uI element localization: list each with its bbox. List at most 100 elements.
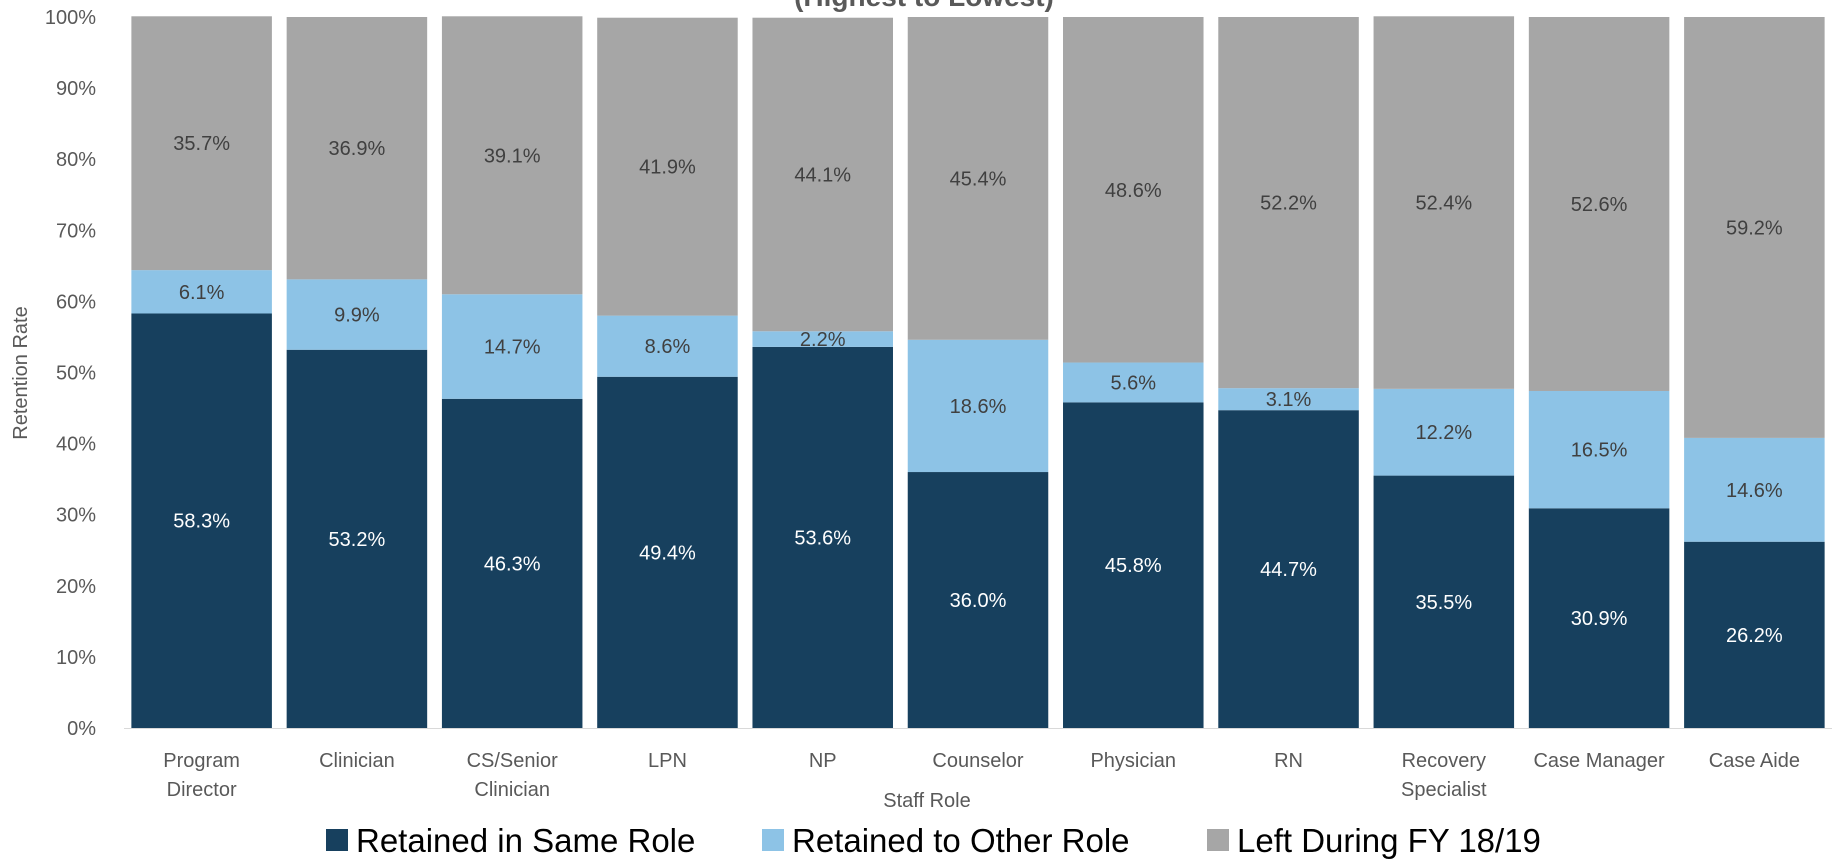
y-tick-label: 80% xyxy=(56,149,96,171)
data-label: 16.5% xyxy=(1571,440,1628,462)
bars: 58.3% 6.1% 35.7% 53.2% 9.9% 36.9% 46.3% 14.7% 39… xyxy=(124,16,1832,729)
bar-segment xyxy=(1063,402,1204,728)
bar-segment xyxy=(752,346,893,728)
x-tick-label: RN xyxy=(1274,750,1303,772)
bar-segment xyxy=(1218,410,1359,728)
bar-segment xyxy=(907,17,1049,340)
y-tick-label: 40% xyxy=(56,434,96,456)
data-label: 5.6% xyxy=(1110,372,1156,394)
bar-segment xyxy=(1528,17,1670,391)
bar-segment xyxy=(1684,541,1825,728)
x-tick-label: Program Director xyxy=(163,750,240,801)
x-tick-label: Clinician xyxy=(319,750,395,772)
bar-segment xyxy=(286,279,428,350)
legend: Retained in Same Role Retained to Other R… xyxy=(326,822,1541,859)
data-label: 14.7% xyxy=(484,337,541,359)
x-tick-label: Case Manager xyxy=(1533,750,1665,772)
data-label: 52.6% xyxy=(1571,194,1628,216)
bar-segment xyxy=(907,472,1049,728)
y-tick-label: 100% xyxy=(45,7,96,29)
bar-segment xyxy=(597,376,738,728)
data-label: 44.1% xyxy=(794,164,851,186)
data-label: 35.5% xyxy=(1415,592,1472,614)
legend-swatch xyxy=(1207,829,1229,851)
y-tick-label: 60% xyxy=(56,291,96,313)
bar-segment xyxy=(441,16,583,295)
bar-segment xyxy=(907,339,1049,473)
legend-label: Retained in Same Role xyxy=(356,822,695,859)
data-label: 59.2% xyxy=(1726,217,1783,239)
bar-segment xyxy=(597,17,738,316)
bar-segment xyxy=(1684,437,1825,542)
x-tick-label: CS/Senior Clinician xyxy=(467,750,558,801)
data-label: 3.1% xyxy=(1266,389,1312,411)
data-label: 36.9% xyxy=(329,138,386,160)
data-label: 30.9% xyxy=(1571,608,1628,630)
y-tick-label: 50% xyxy=(56,363,96,385)
data-label: 45.8% xyxy=(1105,555,1162,577)
data-label: 12.2% xyxy=(1415,422,1472,444)
bar-segment xyxy=(1528,390,1670,509)
data-label: 53.6% xyxy=(794,527,851,549)
x-axis-title: Staff Role xyxy=(883,790,970,812)
data-label: 26.2% xyxy=(1726,625,1783,647)
data-label: 2.2% xyxy=(800,329,846,351)
y-tick-label: 10% xyxy=(56,647,96,669)
bar-segment xyxy=(1218,388,1359,411)
bar-segment xyxy=(286,349,428,728)
data-label: 58.3% xyxy=(173,511,230,533)
bar-segment xyxy=(1218,17,1359,389)
bar-segment xyxy=(1373,475,1515,728)
bar-segment xyxy=(131,16,272,271)
data-label: 8.6% xyxy=(645,336,691,358)
x-tick-label: Case Aide xyxy=(1709,750,1800,772)
data-label: 6.1% xyxy=(179,282,225,304)
x-tick-label: Physician xyxy=(1090,750,1176,772)
data-label: 52.4% xyxy=(1415,193,1472,215)
data-label: 49.4% xyxy=(639,542,696,564)
data-label: 53.2% xyxy=(329,529,386,551)
data-label: 9.9% xyxy=(334,305,380,327)
y-tick-label: 90% xyxy=(56,78,96,100)
bar-segment xyxy=(131,270,272,314)
data-label: 36.0% xyxy=(950,590,1007,612)
bar-segment xyxy=(441,398,583,728)
y-tick-label: 70% xyxy=(56,220,96,242)
data-label: 45.4% xyxy=(950,168,1007,190)
data-label: 44.7% xyxy=(1260,559,1317,581)
data-label: 52.2% xyxy=(1260,193,1317,215)
legend-swatch xyxy=(762,829,784,851)
bar-segment xyxy=(1373,16,1515,389)
bar-segment xyxy=(441,294,583,399)
bar-segment xyxy=(752,17,893,332)
bar-segment xyxy=(1528,508,1670,728)
bar-segment xyxy=(1063,362,1204,403)
x-tick-label: LPN xyxy=(648,750,687,772)
bar-segment xyxy=(597,315,738,377)
y-axis-title: Retention Rate xyxy=(10,306,32,439)
legend-label: Retained to Other Role xyxy=(792,822,1130,859)
x-axis-ticks: Program Director Clinician CS/Senior Clinici… xyxy=(163,750,1800,801)
data-label: 48.6% xyxy=(1105,180,1162,202)
x-tick-label: NP xyxy=(809,750,837,772)
data-label: 39.1% xyxy=(484,145,541,167)
data-label: 46.3% xyxy=(484,553,541,575)
data-label: 14.6% xyxy=(1726,480,1783,502)
x-tick-label: Counselor xyxy=(932,750,1024,772)
y-tick-label: 30% xyxy=(56,505,96,527)
legend-label: Left During FY 18/19 xyxy=(1237,822,1541,859)
bar-segment xyxy=(1684,17,1825,438)
data-label: 41.9% xyxy=(639,157,696,179)
y-tick-label: 20% xyxy=(56,576,96,598)
y-axis-ticks: 0% 10% 20% 30% 40% 50% 60% 70% 80% 90% 100% xyxy=(45,7,96,740)
legend-swatch xyxy=(326,829,348,851)
y-tick-label: 0% xyxy=(67,718,96,740)
bar-segment xyxy=(131,313,272,728)
bar-segment xyxy=(1063,17,1204,363)
data-label: 18.6% xyxy=(950,396,1007,418)
bar-segment xyxy=(1373,388,1515,476)
x-tick-label: Recovery Specialist xyxy=(1401,750,1487,801)
data-label: 35.7% xyxy=(173,133,230,155)
bar-segment xyxy=(286,17,428,280)
